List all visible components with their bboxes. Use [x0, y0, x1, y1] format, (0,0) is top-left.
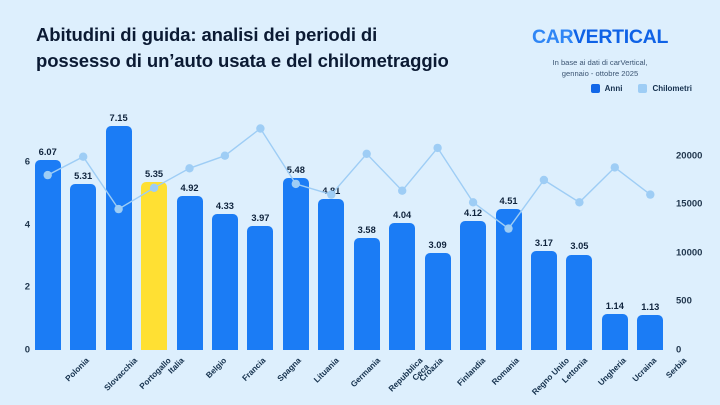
- bar-value-label: 4.33: [215, 201, 234, 212]
- bar-regno unito[interactable]: [495, 208, 522, 350]
- bar-ungheria[interactable]: [566, 254, 593, 350]
- y-tick-right: 20000: [676, 150, 703, 162]
- bar-value-label: 6.07: [38, 146, 57, 157]
- chart-legend: Anni Chilometri: [590, 84, 692, 93]
- bar-croazia[interactable]: [389, 223, 416, 350]
- bar-finlandia[interactable]: [424, 253, 451, 350]
- bar-ucraina[interactable]: [601, 314, 628, 350]
- brand-block: CARVERTICAL In base ai dati di carVertic…: [510, 26, 690, 79]
- bar-value-label: 4.12: [463, 207, 483, 218]
- bar-value-label: 5.48: [286, 165, 305, 176]
- bar-value-label: 4.81: [322, 186, 341, 197]
- legend-label: Anni: [604, 84, 623, 93]
- logo-vertical-text: ERTICAL: [585, 26, 669, 48]
- page-title: Abitudini di guida: analisi dei periodi …: [36, 24, 449, 72]
- bar-repubblica-ceca[interactable]: [353, 237, 380, 350]
- bar-value-label: 3.17: [534, 237, 553, 248]
- bar-italia[interactable]: [141, 182, 168, 350]
- bar-value-label: 1.14: [605, 301, 624, 312]
- bar-value-label: 3.58: [357, 224, 376, 235]
- y-tick-right: 500: [676, 295, 692, 307]
- bar-lituania[interactable]: [282, 178, 309, 350]
- bar-value-label: 3.09: [428, 240, 447, 251]
- logo-v-text: V: [572, 26, 586, 48]
- bar-lettonia[interactable]: [530, 250, 557, 350]
- logo-car-text: CAR: [531, 26, 573, 48]
- bar-serbia[interactable]: [637, 314, 664, 350]
- legend-swatch-icon: [638, 84, 648, 93]
- bar-value-label: 4.51: [499, 195, 518, 206]
- bar-slovacchia[interactable]: [70, 183, 97, 350]
- bar-value-label: 7.15: [109, 113, 128, 124]
- bar-value-label: 3.97: [251, 212, 270, 223]
- y-tick-right: 0: [676, 344, 682, 356]
- bar-value-label: 3.05: [570, 241, 589, 252]
- bar-polonia[interactable]: [34, 159, 61, 350]
- source-note: In base ai dati di carVertical, gennaio -…: [552, 57, 648, 78]
- bar-value-label: 4.04: [393, 210, 412, 221]
- bar-value-label: 5.35: [144, 169, 164, 180]
- bar-value-label: 5.31: [74, 170, 93, 181]
- y-tick-left: 4: [24, 219, 30, 231]
- bar-romania[interactable]: [460, 220, 487, 350]
- y-tick-right: 10000: [676, 247, 703, 259]
- legend-item-chilometri[interactable]: Chilometri: [638, 84, 692, 93]
- y-tick-right: 15000: [676, 198, 703, 210]
- legend-item-anni[interactable]: Anni: [590, 84, 623, 93]
- y-tick-left: 2: [24, 281, 30, 293]
- legend-label: Chilometri: [652, 84, 692, 93]
- carvertical-logo: CARVERTICAL: [510, 26, 690, 48]
- y-tick-left: 0: [24, 344, 30, 356]
- legend-swatch-icon: [590, 84, 600, 93]
- bar-portogallo[interactable]: [105, 126, 132, 350]
- bar-francia[interactable]: [211, 214, 238, 350]
- bar-belgio[interactable]: [176, 195, 203, 350]
- bar-germania[interactable]: [318, 199, 345, 350]
- bar-value-label: 1.13: [641, 301, 660, 312]
- y-tick-left: 6: [24, 156, 30, 168]
- bar-value-label: 4.92: [180, 182, 199, 193]
- bar-spagna[interactable]: [247, 225, 274, 350]
